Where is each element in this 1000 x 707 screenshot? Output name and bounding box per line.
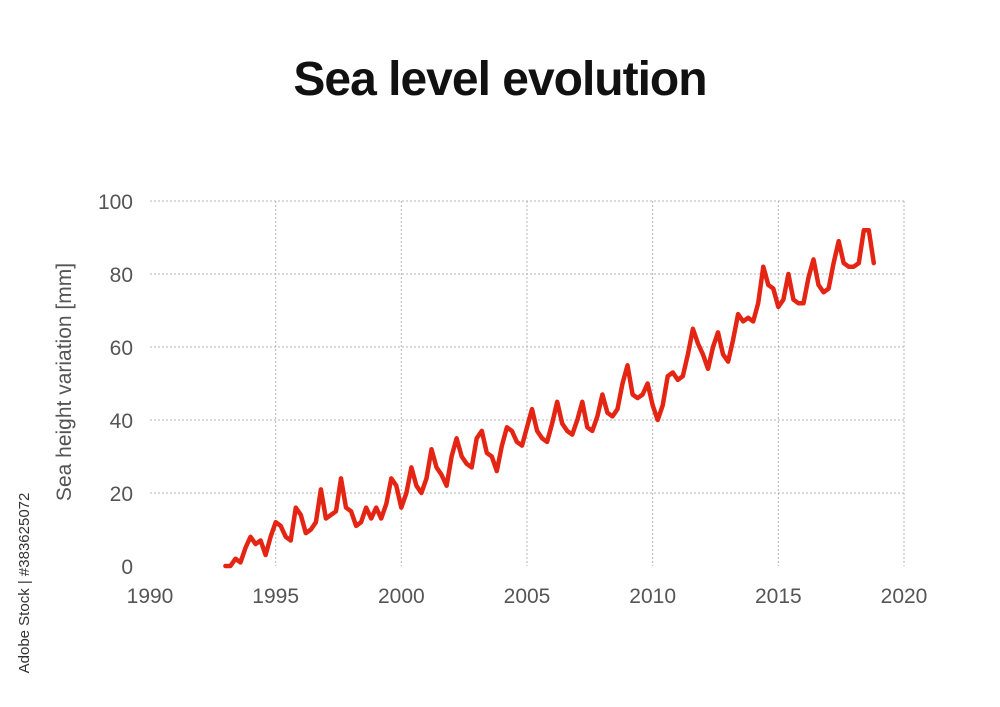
stock-watermark: Adobe Stock | #383625072 (16, 493, 33, 674)
x-axis-tick-labels: 1990 1995 2000 2005 2010 2015 2020 (127, 585, 928, 608)
x-tick-label-1995: 1995 (252, 585, 299, 608)
x-tick-label-2000: 2000 (378, 585, 425, 608)
y-axis-label: Sea height variation [mm] (53, 263, 76, 501)
y-tick-label-60: 60 (110, 337, 133, 360)
x-tick-label-2010: 2010 (629, 585, 676, 608)
y-axis-tick-labels: 0 20 40 60 80 100 (98, 191, 133, 579)
y-tick-label-80: 80 (110, 264, 133, 287)
y-tick-label-20: 20 (110, 483, 133, 506)
sea-level-series-line (223, 227, 877, 569)
y-tick-label-40: 40 (110, 410, 133, 433)
x-tick-label-2005: 2005 (504, 585, 551, 608)
watermark-text: Adobe Stock | #383625072 (16, 493, 33, 674)
x-tick-label-2015: 2015 (755, 585, 802, 608)
y-tick-label-0: 0 (121, 556, 133, 579)
x-tick-label-1990: 1990 (127, 585, 174, 608)
chart-title: Sea level evolution (293, 53, 707, 106)
x-tick-label-2020: 2020 (881, 585, 928, 608)
y-tick-label-100: 100 (98, 191, 133, 214)
